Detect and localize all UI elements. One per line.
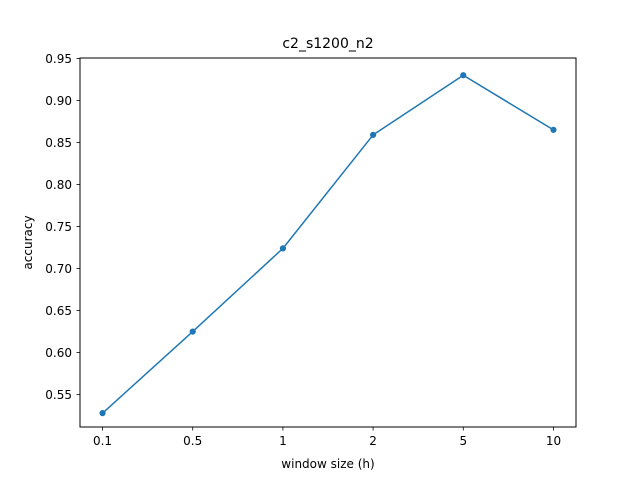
y-tick-label: 0.75 [45, 220, 72, 234]
y-tick-label: 0.80 [45, 178, 72, 192]
plot-area [80, 58, 576, 427]
y-tick-label: 0.65 [45, 304, 72, 318]
y-tick-label: 0.55 [45, 388, 72, 402]
x-tick-label: 2 [369, 434, 377, 448]
data-point [460, 72, 467, 79]
data-point [189, 328, 196, 335]
y-tick-label: 0.70 [45, 262, 72, 276]
y-tick-label: 0.95 [45, 52, 72, 66]
chart-title: c2_s1200_n2 [282, 36, 373, 52]
series-layer [99, 72, 557, 417]
y-tick-label: 0.60 [45, 346, 72, 360]
data-point [369, 131, 377, 139]
x-tick-label: 10 [546, 434, 561, 448]
y-axis-label: accuracy [21, 215, 35, 269]
x-axis-label: window size (h) [281, 457, 374, 471]
data-point [550, 126, 557, 133]
x-tick-label: 1 [279, 434, 287, 448]
x-axis-ticks: 0.1 0.5 1 2 5 10 [93, 427, 561, 448]
x-tick-label: 0.1 [93, 434, 112, 448]
x-tick-label: 0.5 [183, 434, 202, 448]
data-point [99, 410, 106, 417]
y-axis-ticks: 0.55 0.60 0.65 0.70 0.75 0.80 0.85 0.90 0.95 [45, 52, 80, 402]
y-tick-label: 0.90 [45, 94, 72, 108]
x-tick-label: 5 [459, 434, 467, 448]
series-line [101, 74, 555, 415]
plot-frame [79, 57, 577, 428]
y-tick-label: 0.85 [45, 136, 72, 150]
data-point [279, 245, 287, 252]
